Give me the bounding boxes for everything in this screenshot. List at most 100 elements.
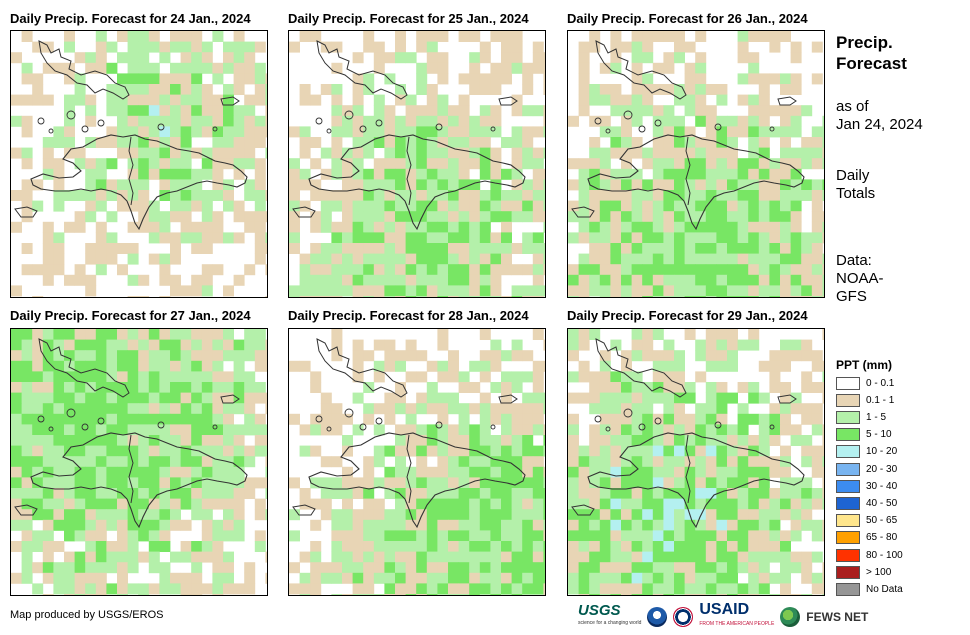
precip-cell — [716, 232, 728, 244]
precip-cell — [780, 530, 791, 542]
precip-cell — [117, 488, 128, 499]
precip-cell — [578, 105, 590, 117]
precip-cell — [342, 445, 353, 457]
precip-cell — [790, 296, 802, 297]
precip-cell — [801, 519, 813, 531]
precip-cell — [53, 360, 65, 372]
precip-cell — [652, 466, 664, 478]
precip-cell — [352, 339, 364, 351]
precip-cell — [331, 221, 343, 233]
precip-cell — [426, 296, 438, 297]
precip-cell — [426, 105, 438, 117]
precip-cell — [610, 530, 622, 542]
precip-cell — [42, 221, 54, 233]
precip-cell — [148, 488, 160, 499]
precip-cell — [790, 424, 802, 436]
precip-cell — [543, 221, 545, 233]
precip-cell — [578, 62, 590, 74]
precip-cell — [695, 498, 707, 510]
precip-cell — [705, 274, 717, 286]
precip-cell — [170, 243, 181, 254]
precip-cell — [543, 488, 545, 499]
precip-cell — [758, 296, 770, 297]
data-line2: NOAA- — [836, 270, 884, 287]
precip-cell — [790, 530, 802, 542]
precip-cell — [543, 551, 545, 563]
precip-cell — [244, 445, 256, 457]
precip-cell — [233, 73, 245, 85]
precip-cell — [652, 232, 664, 244]
precip-cell — [716, 498, 728, 510]
precip-cell — [684, 466, 696, 478]
precip-cell — [621, 519, 632, 531]
precip-cell — [106, 498, 118, 510]
precip-cell — [769, 594, 781, 595]
precip-cell — [395, 137, 406, 148]
precip-cell — [695, 274, 707, 286]
precip-cell — [780, 147, 791, 159]
precip-cell — [458, 126, 470, 138]
precip-cell — [758, 105, 770, 117]
precip-cell — [599, 477, 611, 489]
precip-cell — [95, 221, 107, 233]
precip-cell — [631, 350, 643, 362]
precip-cell — [780, 105, 791, 117]
precip-cell — [652, 296, 664, 297]
precip-cell — [170, 466, 181, 478]
precip-cell — [170, 435, 181, 446]
precip-cell — [737, 477, 749, 489]
precip-cell — [458, 243, 470, 254]
precip-cell — [631, 94, 643, 106]
precip-cell — [384, 583, 396, 595]
precip-cell — [191, 115, 203, 127]
precip-cell — [522, 147, 534, 159]
precip-cell — [85, 115, 97, 127]
precip-cell — [201, 274, 213, 286]
legend-swatch — [836, 428, 860, 442]
precip-cell — [138, 477, 150, 489]
precip-cell — [384, 168, 396, 180]
precip-cell — [74, 519, 86, 531]
precip-cell — [159, 583, 171, 595]
precip-cell — [705, 435, 717, 446]
precip-cell — [127, 350, 139, 362]
precip-cell — [748, 232, 760, 244]
precip-cell — [363, 350, 375, 362]
precip-cell — [233, 211, 245, 223]
precip-cell — [363, 403, 375, 415]
hispaniola-outline — [587, 432, 805, 529]
legend-label: 20 - 30 — [866, 463, 898, 475]
precip-cell — [437, 572, 449, 584]
precip-cell — [95, 52, 107, 64]
precip-cell — [663, 339, 675, 351]
precip-cell — [621, 562, 632, 574]
precip-cell — [631, 243, 643, 254]
precip-cell — [737, 456, 749, 468]
precip-cell — [201, 158, 213, 170]
precip-cell — [769, 274, 781, 286]
precip-cell — [780, 551, 791, 563]
precip-cell — [748, 541, 760, 552]
precip-cell — [395, 403, 406, 415]
precip-cell — [705, 137, 717, 148]
precip-cell — [74, 371, 86, 383]
precip-cell — [727, 253, 738, 265]
precip-cell — [511, 52, 523, 64]
precip-cell — [106, 562, 118, 574]
precip-cell — [716, 211, 728, 223]
precip-cell — [448, 551, 459, 563]
precip-cell — [479, 147, 491, 159]
precip-cell — [180, 232, 192, 244]
precip-cell — [426, 94, 438, 106]
precip-cell — [254, 126, 266, 138]
precip-cell — [663, 382, 675, 393]
precip-cell — [621, 382, 632, 393]
precip-cell — [53, 572, 65, 584]
precip-cell — [53, 371, 65, 383]
precip-cell — [479, 211, 491, 223]
precip-cell — [310, 541, 322, 552]
precip-cell — [490, 382, 502, 393]
precip-cell — [642, 211, 654, 223]
legend-item: 80 - 100 — [836, 548, 903, 562]
precip-cell — [631, 424, 643, 436]
